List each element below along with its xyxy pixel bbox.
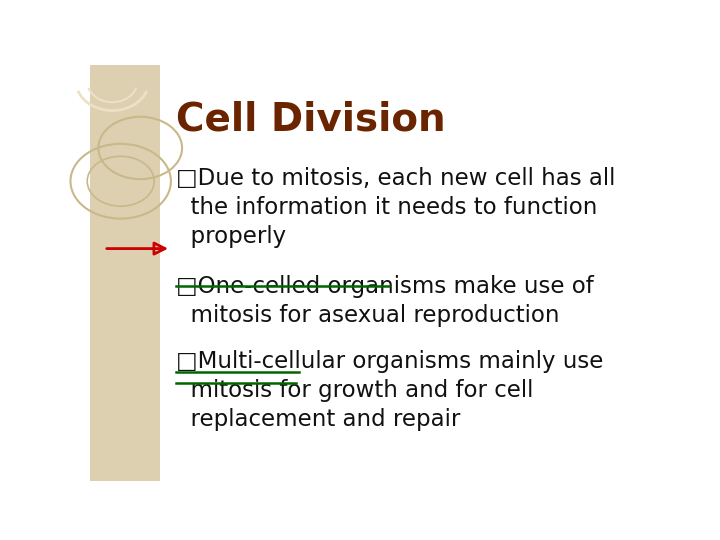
- Text: □Due to mitosis, each new cell has all
  the information it needs to function
  : □Due to mitosis, each new cell has all t…: [176, 167, 616, 248]
- Text: Cell Division: Cell Division: [176, 100, 446, 138]
- Text: □One-celled organisms make use of
  mitosis for asexual reproduction: □One-celled organisms make use of mitosi…: [176, 275, 594, 327]
- Text: □Multi-cellular organisms mainly use
  mitosis for growth and for cell
  replace: □Multi-cellular organisms mainly use mit…: [176, 349, 604, 431]
- Bar: [90, 65, 160, 481]
